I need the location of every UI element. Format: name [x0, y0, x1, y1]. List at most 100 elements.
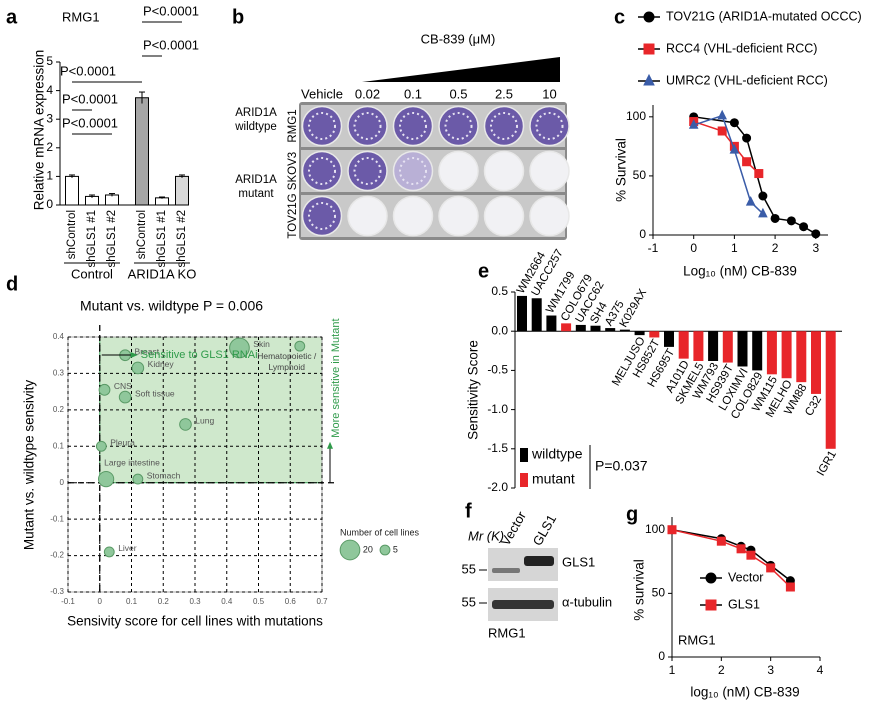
y-tick-label: 4 — [46, 83, 53, 97]
x-tick-label: 3 — [812, 241, 819, 255]
point — [745, 195, 756, 206]
size-legend-title: Number of cell lines — [340, 527, 420, 537]
well — [438, 150, 479, 192]
x-tick-label: 1 — [669, 663, 676, 677]
well-texture — [399, 157, 427, 185]
legend-label: TOV21G (ARID1A-mutated OCCC) — [666, 9, 862, 23]
y-tick-label: 1 — [46, 169, 53, 183]
panel-letter: c — [614, 6, 625, 28]
bar — [678, 331, 689, 359]
bar — [781, 331, 792, 379]
lane-label: GLS1 — [530, 512, 560, 548]
p-value: P<0.0001 — [62, 115, 118, 130]
y-tick-label: -0.1 — [50, 514, 64, 523]
row-label: RMG1 — [287, 109, 299, 142]
x-axis-label: log₁₀ (nM) CB-839 — [690, 685, 799, 700]
point — [667, 525, 677, 535]
p-value: P<0.0001 — [62, 91, 118, 106]
plate-title: CB-839 (μM) — [421, 31, 496, 46]
bubble — [98, 383, 111, 396]
y-tick-label: 0.5 — [491, 284, 508, 298]
y-tick-label: -2.0 — [487, 480, 508, 494]
bar — [693, 331, 704, 361]
bubble-label: Pleura — [110, 438, 135, 448]
point — [754, 169, 764, 179]
bubble — [294, 340, 306, 352]
bar-label: C32 — [803, 394, 824, 418]
y-tick-label: -1.0 — [487, 402, 508, 416]
point — [729, 118, 739, 128]
x-tick-label: 4 — [817, 663, 824, 677]
point — [785, 582, 795, 592]
bar — [825, 331, 836, 449]
x-tick-label: 3 — [767, 663, 774, 677]
point — [717, 126, 727, 136]
series-line — [693, 114, 764, 215]
bar — [105, 194, 119, 206]
y-tick-label: 0.0 — [491, 323, 508, 337]
band — [492, 600, 554, 609]
x-tick-label: shGLS1 #2 — [106, 210, 118, 268]
cell-line-label: RMG1 — [488, 625, 526, 640]
point — [770, 213, 780, 223]
bar — [664, 331, 674, 347]
x-tick-label: 0.7 — [316, 597, 328, 606]
bubble-label: CNS — [114, 381, 132, 391]
annotation: Sensitive to GLS1 RNAi — [141, 349, 258, 361]
panel-letter: e — [478, 260, 489, 282]
dose-wedge — [362, 57, 560, 82]
y-axis-label: Mutant vs. wildtype sensivity — [22, 380, 37, 551]
x-tick-label: 1 — [731, 241, 738, 255]
group-label: ARID1A wildtype — [235, 107, 277, 134]
well — [483, 150, 525, 192]
x-tick-label: shGLS1 #1 — [86, 210, 98, 268]
well-texture — [490, 112, 518, 140]
legend-swatch — [520, 473, 528, 487]
x-tick-label: 0.1 — [126, 597, 138, 606]
panel-letter: d — [6, 273, 18, 295]
panel-letter: g — [626, 503, 638, 525]
bar — [811, 331, 821, 394]
x-tick-label: shControl — [66, 210, 78, 259]
bar — [546, 315, 557, 332]
legend-label: UMRC2 (VHL-deficient RCC) — [666, 73, 828, 87]
bar — [766, 331, 777, 375]
bar — [619, 329, 630, 332]
well-texture — [353, 157, 382, 185]
marker-label: 55 — [462, 594, 476, 609]
marker-label: 55 — [462, 561, 476, 576]
panel-letter: f — [465, 500, 472, 522]
x-tick-label: 2 — [772, 241, 779, 255]
bubble — [131, 361, 145, 375]
y-axis-label: Sensitivity Score — [466, 340, 481, 440]
p-value: P<0.0001 — [60, 63, 116, 78]
panel-letter: a — [6, 6, 18, 28]
bubble-label: Skin — [253, 339, 270, 349]
point — [742, 133, 752, 143]
y-tick-label: 3 — [46, 111, 53, 125]
point — [688, 119, 699, 129]
band — [492, 568, 520, 573]
legend-marker — [705, 599, 717, 611]
bar — [708, 331, 719, 361]
bubble-label: Hematopoietic / Lymphoid — [257, 351, 317, 372]
bar — [634, 331, 645, 336]
x-tick-label: shGLS1 #1 — [156, 210, 168, 268]
y-axis-label: Relative mRNA expression — [32, 50, 47, 211]
x-tick-label: 0.6 — [285, 597, 297, 606]
x-tick-label: shGLS1 #2 — [176, 210, 188, 268]
bar — [575, 324, 586, 332]
bar — [737, 331, 748, 367]
bar — [65, 175, 79, 206]
bubble — [132, 473, 144, 485]
x-tick-label: 2 — [718, 663, 725, 677]
y-tick-label: 2 — [46, 140, 53, 154]
bar-label: IGR1 — [815, 449, 839, 478]
x-tick-label: shControl — [136, 210, 148, 259]
x-tick-label: 0.2 — [158, 597, 170, 606]
bar — [517, 295, 527, 332]
size-legend-bubble — [379, 544, 391, 556]
bubble — [97, 470, 115, 488]
